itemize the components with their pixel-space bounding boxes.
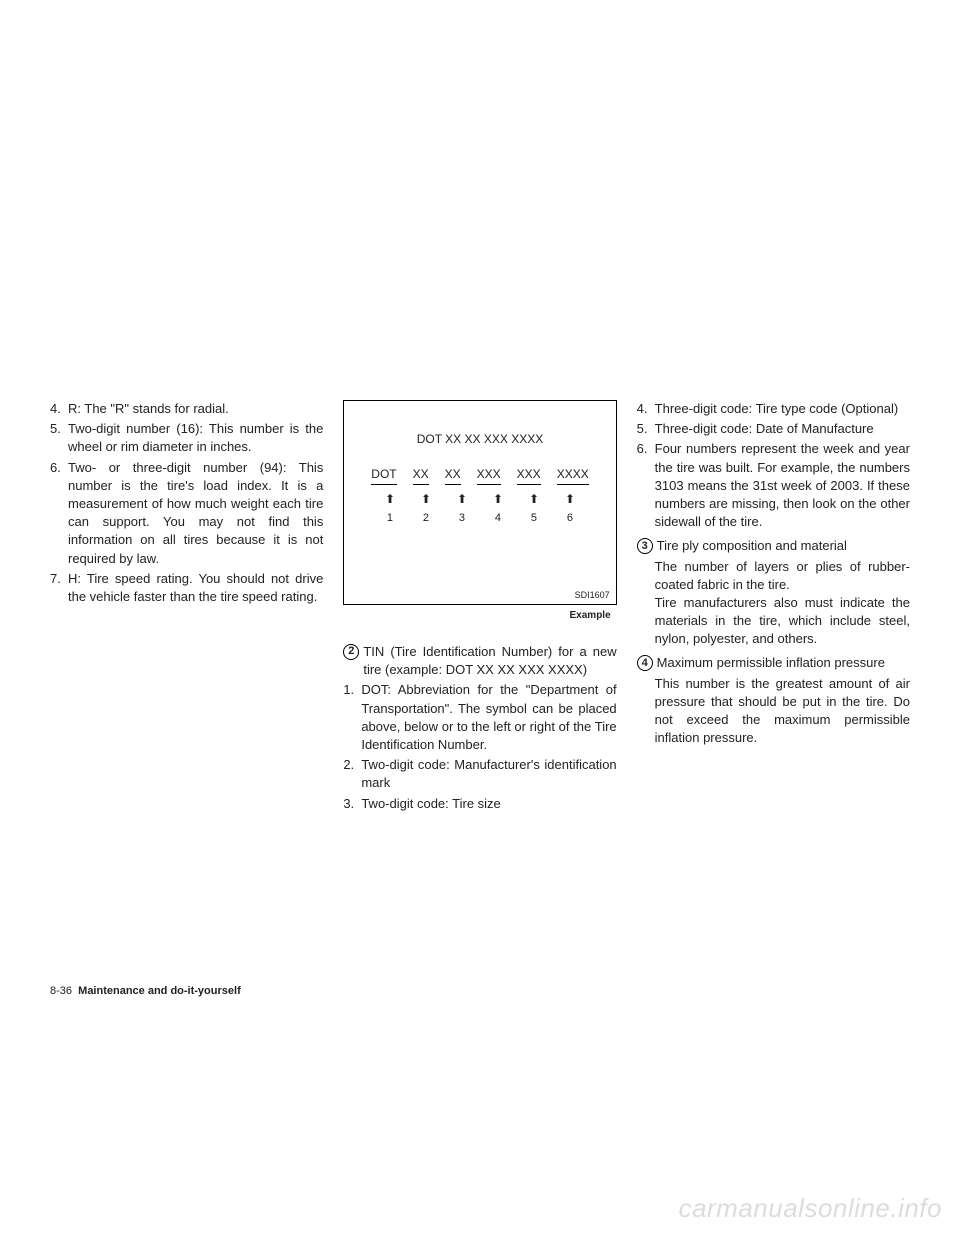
section-title: Maintenance and do-it-yourself bbox=[78, 985, 241, 997]
list-number: 4. bbox=[50, 400, 68, 418]
circled-text: Maximum permissible inflation pressure bbox=[657, 654, 910, 672]
list-number: 4. bbox=[637, 400, 655, 418]
list-item: 5. Three-digit code: Date of Manufacture bbox=[637, 420, 910, 438]
list-item: 2. Two-digit code: Manufacturer's identi… bbox=[343, 756, 616, 792]
diagram-title: DOT XX XX XXX XXXX bbox=[417, 431, 544, 448]
list-item: 6. Two- or three-digit number (94): This… bbox=[50, 459, 323, 568]
column-3: 4. Three-digit code: Tire type code (Opt… bbox=[637, 400, 910, 815]
circled-text: Tire ply composition and material bbox=[657, 537, 910, 555]
list-text: DOT: Abbreviation for the "Department of… bbox=[361, 681, 616, 754]
list-text: H: Tire speed rating. You should not dri… bbox=[68, 570, 323, 606]
list-text: Three-digit code: Date of Manufacture bbox=[655, 420, 910, 438]
arrow-icon: ⬆ bbox=[560, 491, 580, 508]
list-item: 3. Two-digit code: Tire size bbox=[343, 795, 616, 813]
list-item: 4. R: The "R" stands for radial. bbox=[50, 400, 323, 418]
list-number: 5. bbox=[50, 420, 68, 456]
diagram-segments: DOT XX XX XXX XXX XXXX bbox=[371, 466, 588, 485]
watermark: carmanualsonline.info bbox=[679, 1193, 942, 1224]
sub-text: The number of layers or plies of rubber-… bbox=[637, 558, 910, 649]
list-number: 3. bbox=[343, 795, 361, 813]
list-text: Four numbers represent the week and year… bbox=[655, 440, 910, 531]
arrow-icon: ⬆ bbox=[524, 491, 544, 508]
arrow-icon: ⬆ bbox=[488, 491, 508, 508]
dot-diagram: DOT XX XX XXX XXXX DOT XX XX XXX XXX XXX… bbox=[343, 400, 616, 605]
column-1: 4. R: The "R" stands for radial. 5. Two-… bbox=[50, 400, 323, 815]
diagram-numbers: 1 2 3 4 5 6 bbox=[380, 511, 580, 526]
column-2: DOT XX XX XXX XXXX DOT XX XX XXX XXX XXX… bbox=[343, 400, 616, 815]
list-number: 2. bbox=[343, 756, 361, 792]
circled-number-icon: 4 bbox=[637, 655, 653, 671]
list-number: 1. bbox=[343, 681, 361, 754]
circled-text: TIN (Tire Identification Number) for a n… bbox=[363, 643, 616, 679]
list-number: 6. bbox=[637, 440, 655, 531]
list-item: 4. Three-digit code: Tire type code (Opt… bbox=[637, 400, 910, 418]
list-number: 7. bbox=[50, 570, 68, 606]
arrow-icon: ⬆ bbox=[380, 491, 400, 508]
circled-item: 2 TIN (Tire Identification Number) for a… bbox=[343, 643, 616, 679]
list-text: Two-digit number (16): This number is th… bbox=[68, 420, 323, 456]
list-number: 6. bbox=[50, 459, 68, 568]
list-item: 7. H: Tire speed rating. You should not … bbox=[50, 570, 323, 606]
diagram-arrows: ⬆ ⬆ ⬆ ⬆ ⬆ ⬆ bbox=[380, 491, 580, 508]
page-number: 8-36 bbox=[50, 985, 72, 997]
list-text: Three-digit code: Tire type code (Option… bbox=[655, 400, 910, 418]
circled-number-icon: 2 bbox=[343, 644, 359, 660]
list-text: R: The "R" stands for radial. bbox=[68, 400, 323, 418]
list-item: 1. DOT: Abbreviation for the "Department… bbox=[343, 681, 616, 754]
arrow-icon: ⬆ bbox=[452, 491, 472, 508]
diagram-code: SDI1607 bbox=[575, 589, 610, 602]
list-item: 6. Four numbers represent the week and y… bbox=[637, 440, 910, 531]
circled-number-icon: 3 bbox=[637, 538, 653, 554]
arrow-icon: ⬆ bbox=[416, 491, 436, 508]
circled-item: 3 Tire ply composition and material bbox=[637, 537, 910, 555]
page-content: 4. R: The "R" stands for radial. 5. Two-… bbox=[0, 0, 960, 865]
list-text: Two- or three-digit number (94): This nu… bbox=[68, 459, 323, 568]
list-item: 5. Two-digit number (16): This number is… bbox=[50, 420, 323, 456]
list-number: 5. bbox=[637, 420, 655, 438]
circled-item: 4 Maximum permissible inflation pressure bbox=[637, 654, 910, 672]
sub-text: This number is the greatest amount of ai… bbox=[637, 675, 910, 748]
example-label: Example bbox=[343, 609, 616, 623]
page-footer: 8-36 Maintenance and do-it-yourself bbox=[50, 985, 241, 997]
list-text: Two-digit code: Tire size bbox=[361, 795, 616, 813]
list-text: Two-digit code: Manufacturer's identific… bbox=[361, 756, 616, 792]
